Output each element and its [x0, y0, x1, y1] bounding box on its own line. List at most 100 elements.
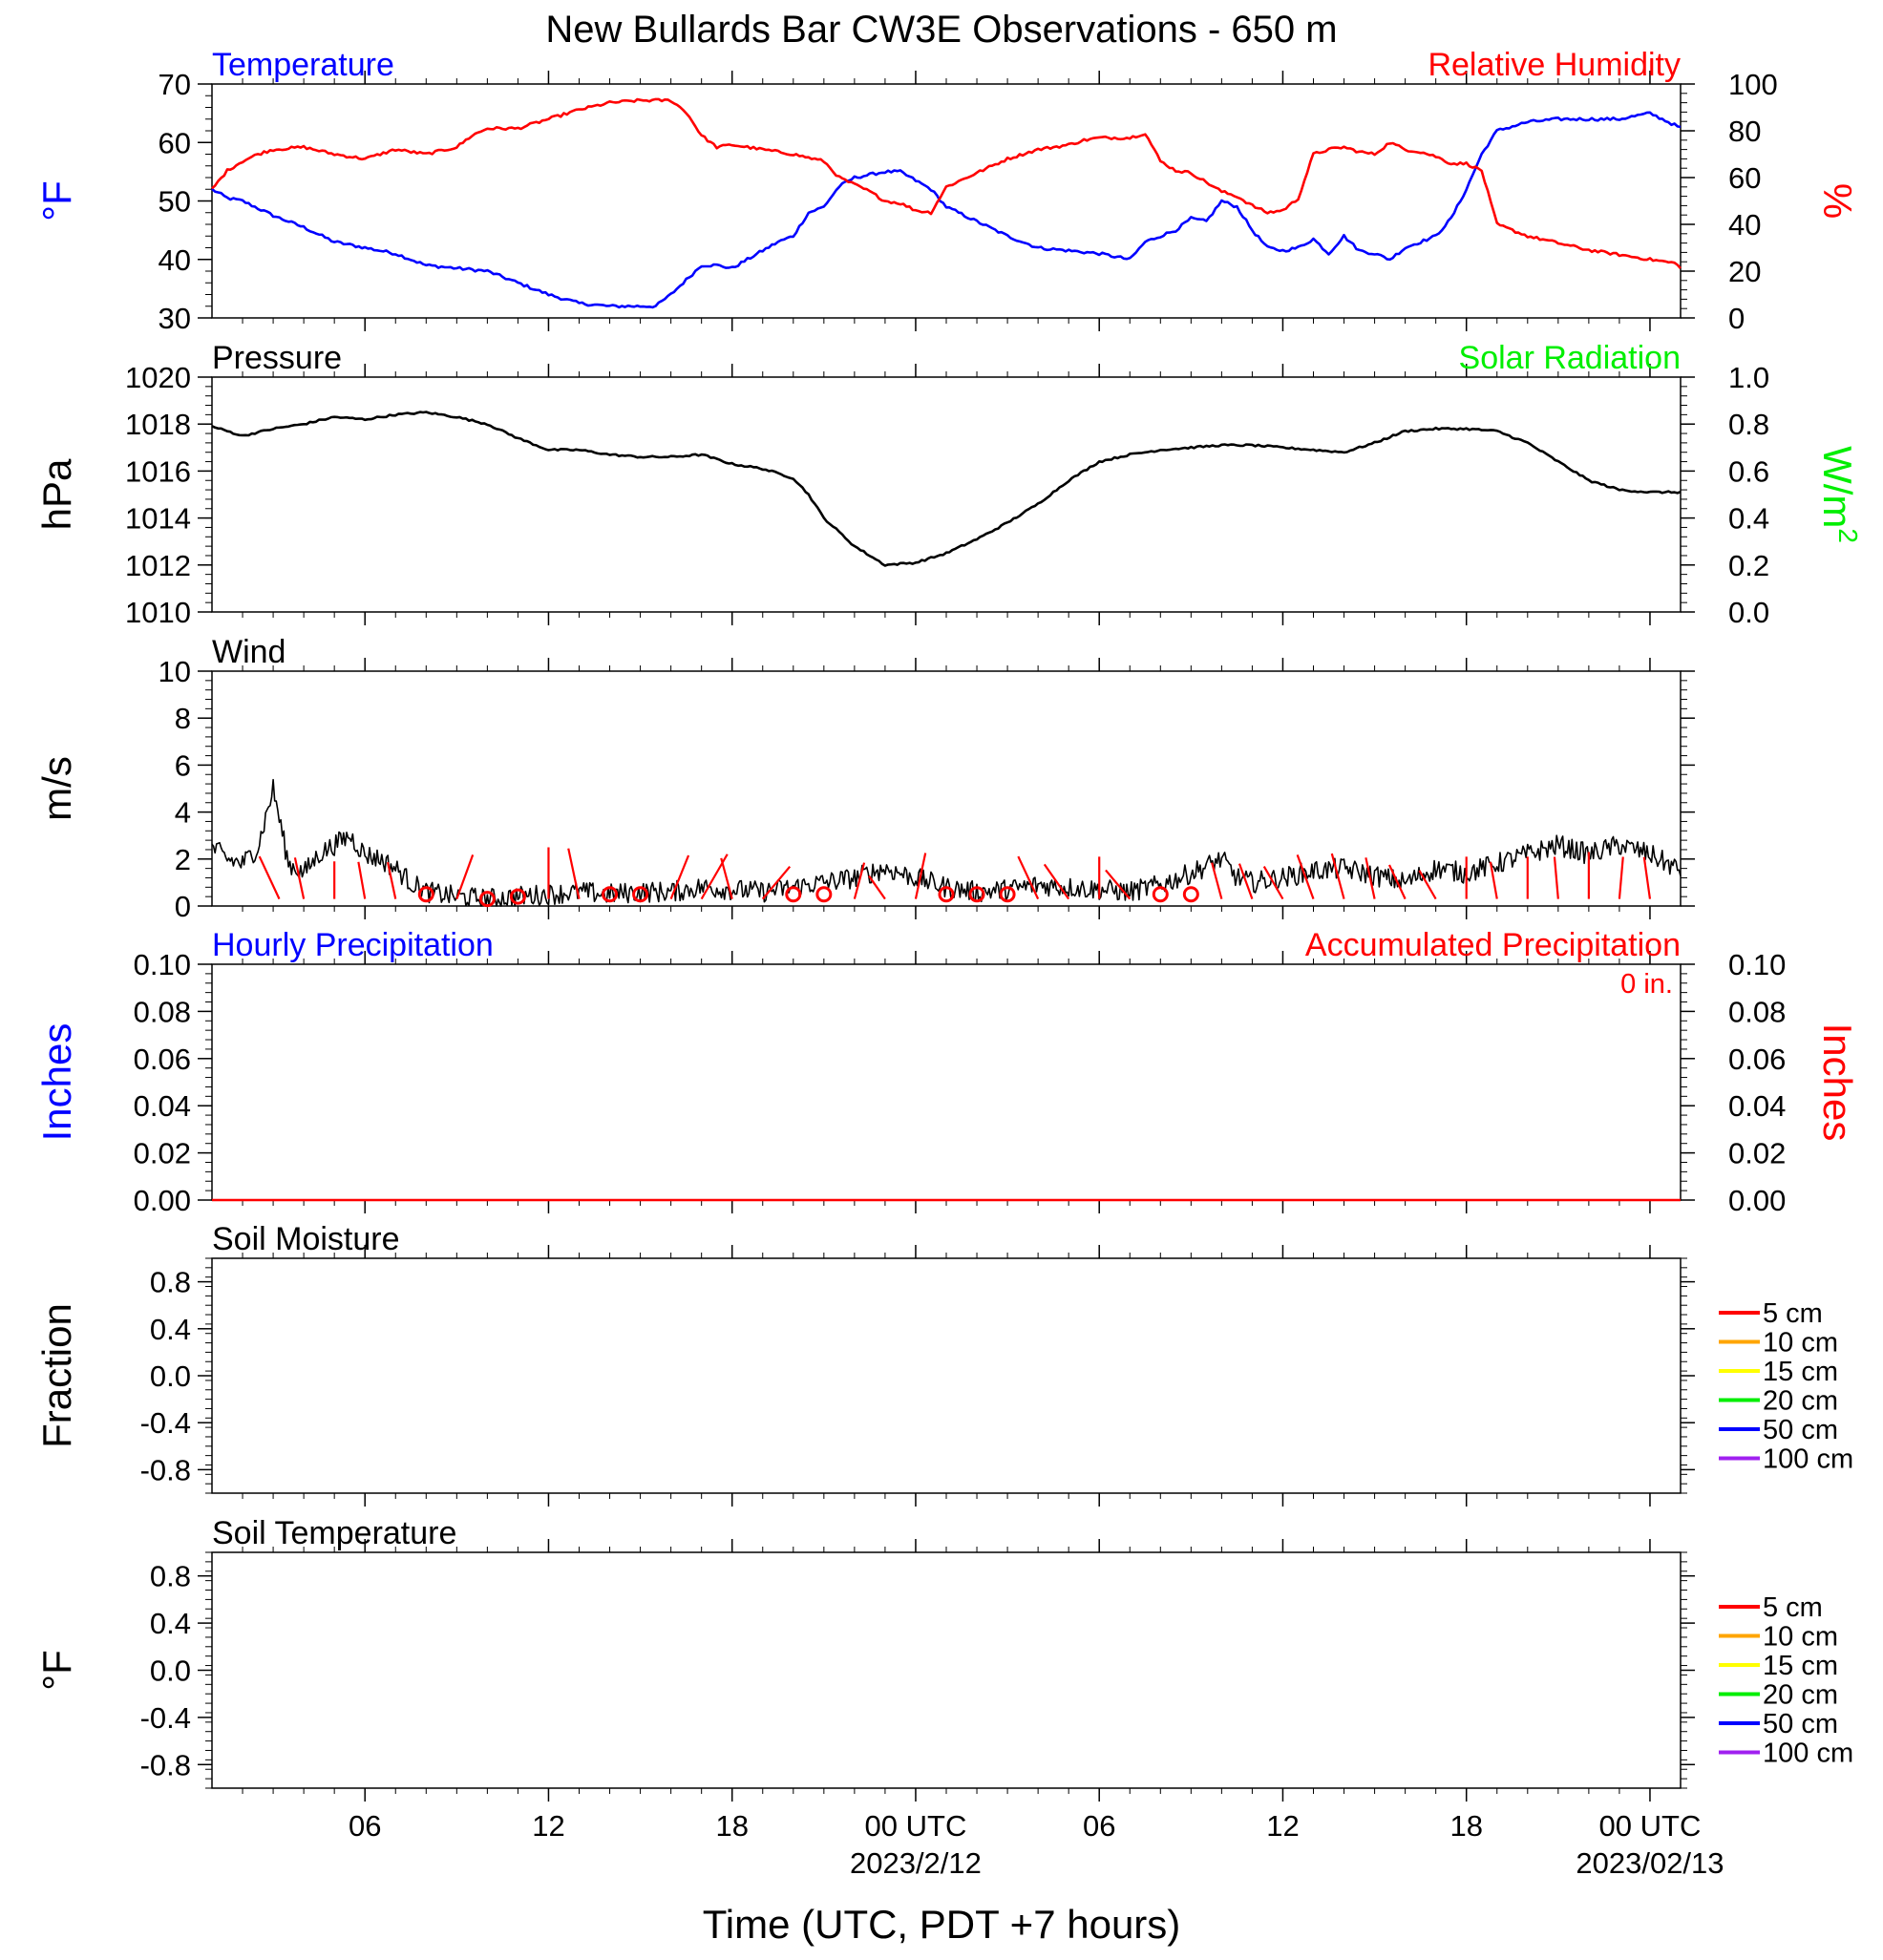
wind-barb-calm	[1182, 886, 1199, 903]
y-tick-label: 0.04	[134, 1089, 191, 1123]
legend-label: 20 cm	[1763, 1386, 1838, 1417]
y-axis-label: hPa	[34, 458, 79, 530]
y-tick-label: 0.02	[134, 1137, 191, 1170]
panel-soil_moisture: 0.8 0.4 0.0 -0.4 -0.8 Soil Moisture Fraction 5 …	[34, 1221, 1853, 1507]
precip-total-annotation: 0 in.	[1620, 969, 1673, 1000]
y2-tick-label: 0	[1728, 302, 1745, 335]
panel-title-left: Wind	[212, 634, 286, 670]
panel-temp_rh: 70 60 50 40 30 100 80 60 40 20 0 Temperature Relativ…	[34, 47, 1860, 335]
x-tick-label: 12	[1266, 1809, 1299, 1843]
legend-label: 5 cm	[1763, 1592, 1823, 1623]
x-axis-label: Time (UTC, PDT +7 hours)	[703, 1902, 1181, 1947]
y-tick-label: 10	[159, 655, 191, 688]
y2-tick-label: 0.8	[1728, 408, 1769, 441]
y2-tick-label: 0.6	[1728, 454, 1769, 488]
wind-barb	[1489, 861, 1498, 899]
wind-barb	[1017, 855, 1040, 900]
legend-label: 10 cm	[1763, 1328, 1838, 1359]
wind-barb	[1296, 854, 1315, 899]
y2-tick-label: 80	[1728, 115, 1761, 148]
y-axis-label: °F	[34, 180, 79, 221]
series-line-pressure	[211, 411, 1682, 567]
y-tick-label: 0.06	[134, 1043, 191, 1076]
y2-tick-label: 100	[1728, 68, 1778, 101]
wind-barb	[1618, 856, 1624, 899]
y2-axis-label: %	[1815, 183, 1860, 219]
y2-axis-label: Inches	[1815, 1023, 1860, 1142]
panel-title-left: Pressure	[212, 340, 342, 376]
wind-barb	[1238, 863, 1254, 899]
y-tick-label: 0.0	[150, 1359, 191, 1393]
x-tick-label: 00 UTC	[865, 1809, 967, 1843]
y-tick-label: 1020	[125, 361, 191, 394]
panel-title-left: Soil Temperature	[212, 1515, 456, 1551]
y2-tick-label: 0.02	[1728, 1137, 1786, 1170]
wind-barb	[567, 848, 581, 899]
y-axis-label: m/s	[34, 756, 79, 821]
y2-tick-label: 0.10	[1728, 948, 1786, 981]
panel-wind: 10 8 6 4 2 0 Wind m/s	[34, 634, 1695, 923]
wind-barb	[357, 861, 367, 899]
wind-barb-calm	[968, 886, 985, 903]
y2-axis-label-superscript: 2	[1833, 528, 1863, 543]
plot-frame	[211, 376, 1682, 613]
wind-barb	[761, 865, 792, 900]
wind-barb	[1553, 856, 1559, 899]
y-tick-label: 60	[159, 126, 191, 159]
y-tick-label: 0.4	[150, 1607, 191, 1640]
series-line-relative-humidity	[211, 97, 1682, 269]
y-tick-label: 4	[175, 796, 191, 830]
y2-tick-label: 1.0	[1728, 361, 1769, 394]
x-tick-label: 06	[349, 1809, 381, 1843]
wind-barb	[455, 854, 475, 899]
legend-label: 15 cm	[1763, 1651, 1838, 1681]
wind-barb	[293, 857, 306, 899]
wind-barb	[914, 853, 927, 899]
y-tick-label: -0.4	[140, 1406, 191, 1440]
y2-tick-label: 40	[1728, 208, 1761, 242]
wind-barb-calm	[478, 891, 496, 908]
wind-barb	[868, 875, 886, 900]
panel-title-left: Temperature	[212, 47, 394, 83]
x-tick-label: 18	[1449, 1809, 1482, 1843]
legend-label: 100 cm	[1763, 1444, 1853, 1475]
wind-barb	[1387, 864, 1407, 900]
wind-barb-calm	[1152, 886, 1169, 903]
wind-barb	[1262, 865, 1284, 900]
wind-barb	[720, 857, 733, 899]
legend-label: 50 cm	[1763, 1415, 1838, 1445]
wind-barb-calm	[509, 888, 526, 905]
x-tick-date-label: 2023/02/13	[1576, 1846, 1724, 1880]
y-tick-label: 0.8	[150, 1266, 191, 1299]
y2-tick-label: 0.06	[1728, 1043, 1786, 1076]
y-tick-label: 70	[159, 68, 191, 101]
panel-title-right: Accumulated Precipitation	[1305, 927, 1681, 963]
y-tick-label: 0.0	[150, 1654, 191, 1688]
y-axis-label: Fraction	[34, 1303, 79, 1448]
plot-frame	[211, 1257, 1682, 1494]
wind-barb	[669, 854, 690, 900]
panel-title-right: Relative Humidity	[1428, 47, 1681, 83]
y-tick-label: 0	[175, 890, 191, 923]
legend-label: 20 cm	[1763, 1680, 1838, 1711]
wind-barb-calm	[938, 886, 955, 903]
chart-title: New Bullards Bar CW3E Observations - 650…	[545, 9, 1337, 51]
y-tick-label: 1012	[125, 549, 191, 582]
wind-barb-calm	[785, 886, 802, 903]
y-tick-label: 0.4	[150, 1313, 191, 1346]
y-tick-label: -0.8	[140, 1453, 191, 1486]
panel-title-left: Soil Moisture	[212, 1221, 400, 1257]
wind-barb	[853, 862, 866, 899]
y-tick-label: 1016	[125, 454, 191, 488]
panel-title-left: Hourly Precipitation	[212, 927, 494, 963]
wind-barb	[1365, 857, 1376, 899]
y-tick-label: 30	[159, 302, 191, 335]
wind-barb-calm	[632, 886, 649, 903]
legend-label: 50 cm	[1763, 1709, 1838, 1739]
x-tick-label: 12	[532, 1809, 564, 1843]
wind-barb	[1043, 863, 1070, 900]
y-tick-label: 6	[175, 748, 191, 782]
y-tick-label: 1010	[125, 596, 191, 629]
legend-label: 5 cm	[1763, 1298, 1823, 1329]
x-tick-label: 00 UTC	[1599, 1809, 1702, 1843]
